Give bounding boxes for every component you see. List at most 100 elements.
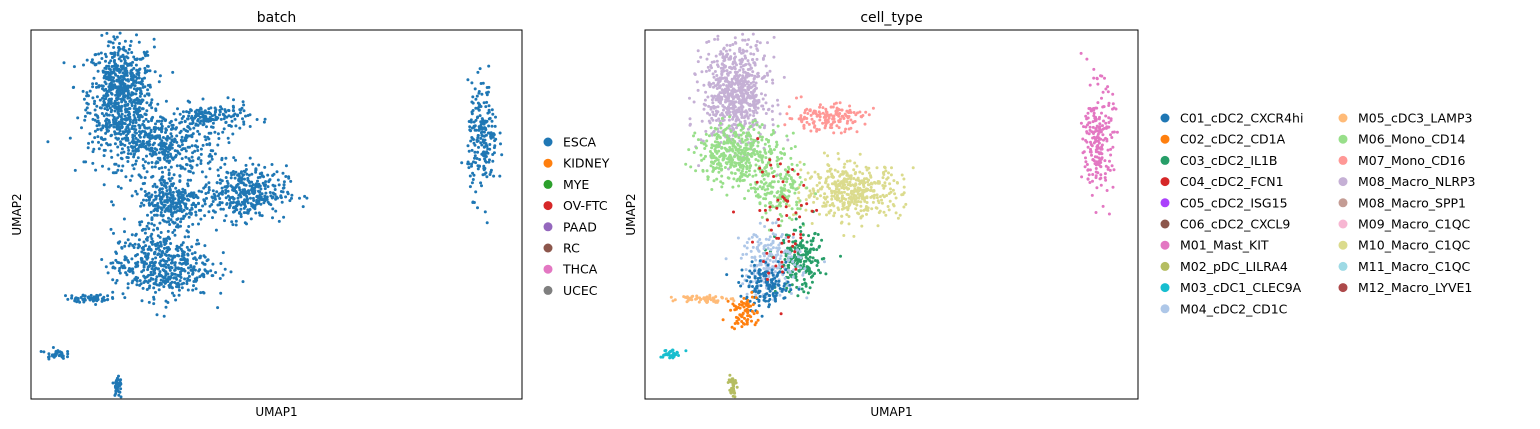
data-point — [742, 94, 746, 98]
legend-item: UCEC — [543, 283, 598, 298]
data-point — [159, 278, 163, 282]
data-point — [132, 87, 136, 91]
data-point — [835, 112, 839, 115]
data-point — [104, 265, 108, 269]
data-point — [717, 149, 721, 153]
data-point — [131, 76, 135, 80]
data-point — [197, 132, 201, 136]
data-point — [92, 147, 96, 151]
data-point — [124, 118, 128, 122]
data-point — [796, 196, 800, 200]
data-point — [185, 282, 189, 286]
data-point — [159, 206, 163, 210]
data-point — [169, 155, 173, 158]
data-point — [733, 164, 737, 168]
data-point — [739, 152, 743, 156]
data-point — [116, 51, 120, 55]
data-point — [219, 262, 223, 265]
data-point — [200, 170, 204, 174]
data-point — [749, 186, 753, 190]
data-point — [744, 142, 748, 146]
data-point — [223, 219, 226, 223]
data-point — [122, 55, 126, 59]
data-point — [477, 91, 481, 95]
data-point — [140, 250, 144, 254]
data-point — [740, 57, 744, 61]
data-point — [111, 296, 114, 299]
data-point — [255, 118, 259, 121]
data-point — [218, 113, 221, 117]
data-point — [270, 163, 274, 166]
data-point — [784, 254, 788, 258]
data-point — [123, 95, 126, 98]
data-point — [824, 197, 827, 201]
data-point — [730, 124, 734, 128]
data-point — [171, 231, 175, 234]
data-point — [134, 118, 138, 122]
data-point — [807, 234, 811, 238]
data-point — [813, 170, 817, 174]
data-point — [482, 101, 486, 105]
data-point — [476, 167, 480, 171]
data-point — [143, 94, 147, 98]
data-point — [195, 163, 199, 167]
data-point — [766, 174, 770, 178]
data-point — [159, 122, 163, 126]
data-point — [120, 147, 124, 151]
data-point — [702, 157, 706, 161]
data-point — [865, 196, 869, 200]
data-point — [234, 170, 238, 174]
data-point — [708, 150, 712, 153]
data-point — [832, 194, 836, 198]
data-point — [256, 179, 259, 183]
data-point — [776, 163, 780, 166]
data-point — [198, 256, 202, 260]
data-point — [756, 140, 760, 144]
data-point — [811, 274, 815, 278]
data-point — [858, 110, 862, 114]
data-point — [177, 196, 181, 200]
data-point — [66, 352, 70, 356]
data-point — [116, 153, 120, 157]
data-point — [718, 162, 722, 166]
data-point — [803, 281, 807, 285]
data-point — [114, 392, 118, 395]
data-point — [259, 202, 263, 206]
data-point — [211, 189, 215, 193]
data-point — [159, 231, 163, 234]
data-point — [755, 86, 758, 90]
data-point — [166, 135, 170, 138]
data-point — [130, 51, 134, 54]
data-point — [147, 139, 151, 143]
data-point — [168, 223, 172, 226]
data-point — [203, 262, 207, 266]
data-point — [154, 247, 158, 251]
data-point — [122, 48, 126, 52]
data-point — [713, 140, 717, 144]
data-point — [154, 197, 158, 200]
data-point — [113, 103, 117, 107]
data-point — [110, 200, 114, 204]
data-point — [842, 201, 846, 205]
data-point — [735, 133, 738, 137]
data-point — [241, 117, 244, 121]
data-point — [812, 125, 816, 129]
data-point — [786, 138, 790, 142]
data-point — [134, 101, 138, 105]
data-point — [127, 244, 131, 248]
data-point — [107, 89, 111, 93]
data-point — [482, 130, 486, 134]
data-point — [173, 261, 177, 265]
data-point — [492, 174, 496, 178]
data-point — [153, 190, 157, 194]
data-point — [803, 178, 807, 182]
data-point — [816, 113, 820, 117]
data-point — [484, 155, 488, 158]
data-point — [135, 283, 139, 287]
data-point — [713, 37, 717, 41]
data-point — [836, 109, 839, 113]
data-point — [737, 168, 741, 172]
data-point — [473, 150, 477, 154]
data-point — [170, 213, 173, 216]
data-point — [709, 126, 713, 130]
